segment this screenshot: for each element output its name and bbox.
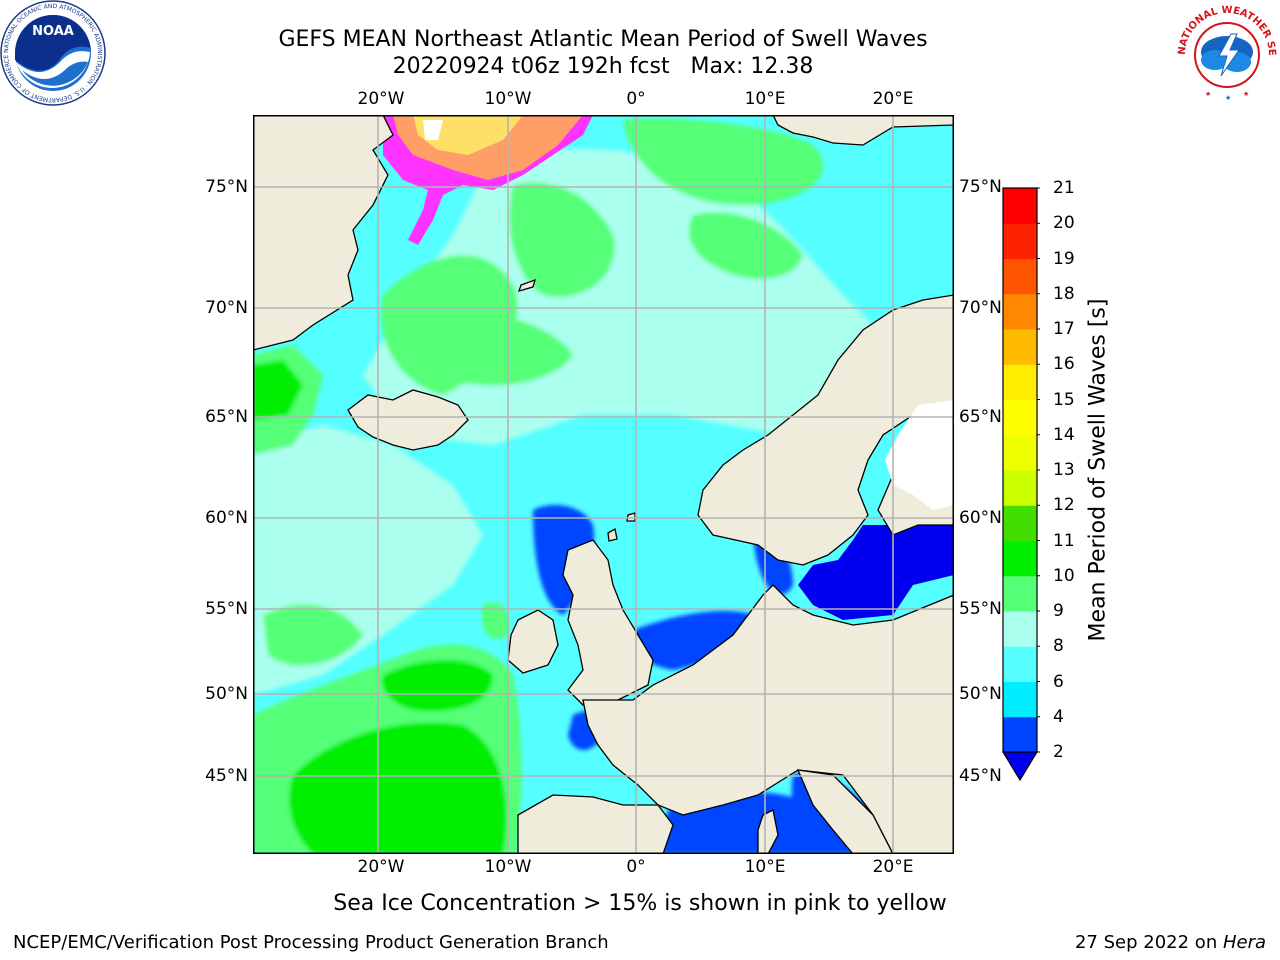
colorbar-segment — [1003, 434, 1037, 471]
colorbar-segment — [1003, 223, 1037, 259]
footer-host: Hera — [1222, 932, 1266, 953]
svg-text:★: ★ — [1243, 90, 1249, 98]
colorbar-segment — [1003, 611, 1037, 647]
scandinavia — [697, 294, 955, 566]
colorbar-tick-label: 19 — [1053, 248, 1075, 269]
svg-text:★: ★ — [1205, 90, 1211, 98]
noaa-logo: NATIONAL OCEANIC AND ATMOSPHERIC ADMINIS… — [0, 0, 106, 106]
lon-label-bottom-20e: 20°E — [872, 857, 914, 877]
colorbar-tick-label: 6 — [1053, 671, 1064, 692]
lon-label-bottom-10w: 10°W — [484, 857, 532, 877]
colorbar-segment — [1003, 716, 1037, 753]
colorbar-tick-label: 12 — [1053, 495, 1075, 516]
colorbar — [1000, 186, 1042, 786]
lon-label-top-20e: 20°E — [872, 89, 914, 109]
map-panel — [252, 114, 955, 855]
colorbar-tick-label: 20 — [1053, 213, 1075, 234]
map-canvas — [252, 114, 955, 855]
lat-label-right-60n: 60°N — [959, 508, 1002, 528]
colorbar-tick-label: 10 — [1053, 565, 1075, 586]
lat-label-left-55n: 55°N — [205, 599, 248, 619]
white-lake-region — [885, 400, 954, 510]
greenland — [252, 114, 394, 351]
colorbar-tick-label: 2 — [1053, 742, 1064, 762]
lon-label-top-20w: 20°W — [357, 89, 405, 109]
colorbar-tick-label: 16 — [1053, 354, 1075, 375]
colorbar-segment — [1003, 540, 1037, 577]
map-frame — [253, 115, 954, 854]
colorbar-segment — [1003, 470, 1037, 506]
colorbar-segment — [1003, 364, 1037, 400]
sea-ice-note: Sea Ice Concentration > 15% is shown in … — [333, 891, 947, 916]
footer-date-text: 27 Sep 2022 on — [1075, 932, 1223, 953]
colorbar-tick-label: 11 — [1053, 530, 1075, 551]
nws-logo: NATIONAL WEATHER SERVICE ★ ★ ★ — [1171, 0, 1280, 105]
colorbar-segment — [1003, 646, 1037, 682]
chart-subtitle: 20220924 t06z 192h fcst Max: 12.38 — [392, 54, 814, 79]
svg-text:★: ★ — [1225, 94, 1231, 102]
colorbar-tick-label: 15 — [1053, 389, 1075, 410]
faroe-islands — [626, 512, 636, 522]
colorbar-tick-label: 18 — [1053, 283, 1075, 304]
colorbar-segment — [1003, 681, 1037, 718]
lat-label-right-55n: 55°N — [959, 599, 1002, 619]
graticule — [253, 115, 954, 854]
colorbar-tick-label: 17 — [1053, 319, 1075, 339]
lat-label-left-70n: 70°N — [205, 298, 248, 318]
ireland — [507, 609, 559, 674]
jan-mayen — [517, 278, 536, 292]
lat-label-left-45n: 45°N — [205, 766, 248, 786]
colorbar-segment — [1003, 188, 1037, 224]
shetland — [607, 527, 618, 542]
lat-label-right-50n: 50°N — [959, 684, 1002, 704]
lon-label-top-0: 0° — [626, 89, 646, 109]
colorbar-tick-label: 8 — [1053, 636, 1064, 657]
chart-title: GEFS MEAN Northeast Atlantic Mean Period… — [278, 27, 928, 52]
colorbar-segment — [1003, 258, 1037, 295]
colorbar-tick-label: 21 — [1053, 178, 1075, 198]
colorbar-tick-label: 13 — [1053, 460, 1075, 480]
lon-label-top-10e: 10°E — [744, 89, 786, 109]
colorbar-label: Mean Period of Swell Waves [s] — [1085, 298, 1111, 642]
lon-label-bottom-10e: 10°E — [744, 857, 786, 877]
colorbar-tick-label: 9 — [1053, 601, 1064, 621]
noaa-text: NOAA — [32, 24, 74, 39]
footer-date: 27 Sep 2022 on Hera — [1075, 932, 1266, 954]
lat-label-left-60n: 60°N — [205, 508, 248, 528]
colorbar-extend-triangle — [1001, 751, 1039, 782]
lon-label-bottom-20w: 20°W — [357, 857, 405, 877]
land — [252, 114, 955, 855]
colorbar-segment — [1003, 329, 1037, 365]
colorbar-segment — [1003, 293, 1037, 330]
lon-label-top-10w: 10°W — [484, 89, 532, 109]
lat-label-right-65n: 65°N — [959, 407, 1002, 427]
sea-ice — [383, 115, 921, 245]
colorbar-segment — [1003, 575, 1037, 612]
lat-label-right-75n: 75°N — [959, 177, 1002, 197]
lat-label-left-75n: 75°N — [205, 177, 248, 197]
colorbar-segment — [1003, 399, 1037, 436]
lon-label-bottom-0: 0° — [626, 857, 646, 877]
baltic-sea — [798, 525, 954, 620]
footer-credit: NCEP/EMC/Verification Post Processing Pr… — [13, 932, 609, 953]
swell-field — [253, 118, 893, 854]
lat-label-left-50n: 50°N — [205, 684, 248, 704]
lat-label-right-70n: 70°N — [959, 298, 1002, 318]
lat-label-left-65n: 65°N — [205, 407, 248, 427]
lat-label-right-45n: 45°N — [959, 766, 1002, 786]
colorbar-tick-label: 14 — [1053, 424, 1075, 445]
colorbar-tick-label: 4 — [1053, 706, 1064, 727]
colorbar-segment — [1003, 505, 1037, 541]
